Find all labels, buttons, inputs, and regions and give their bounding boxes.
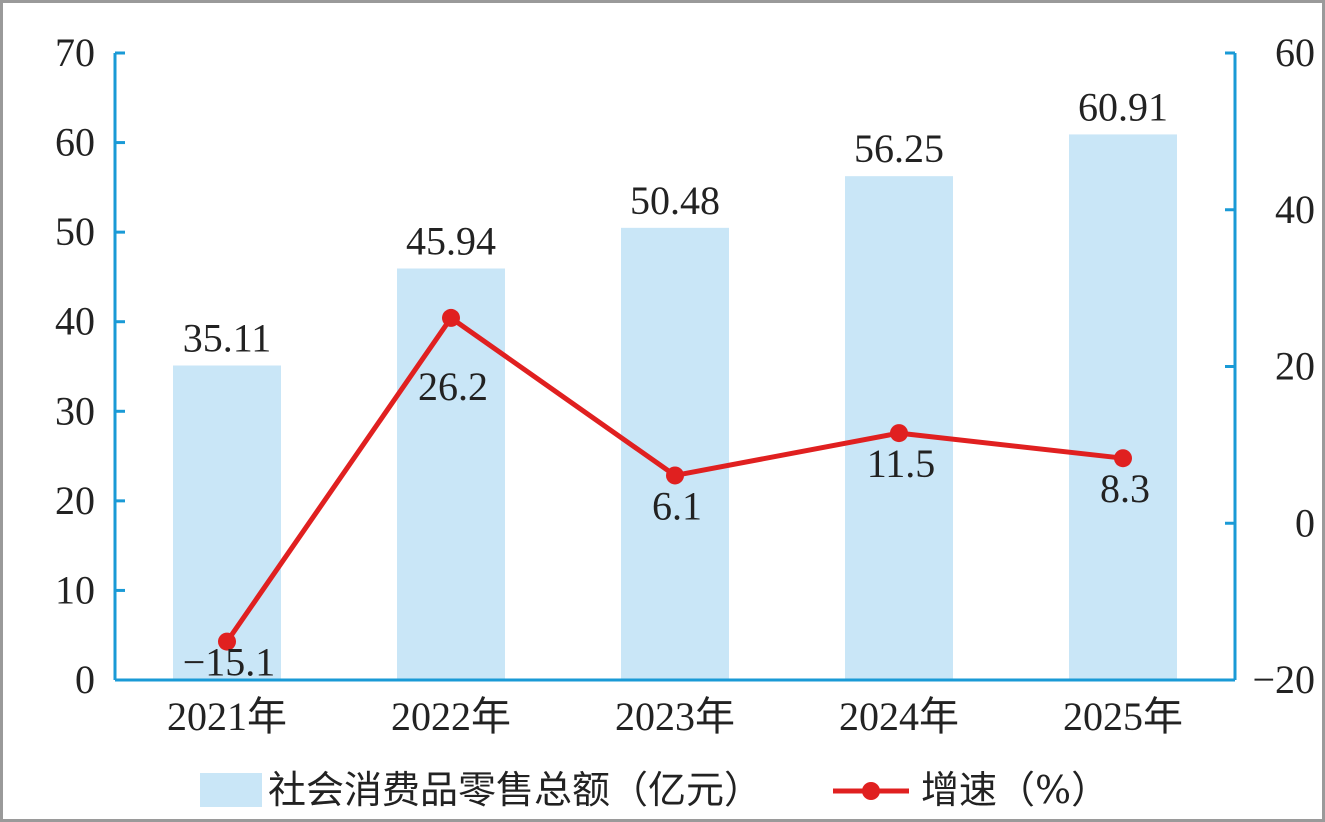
legend-line-label: 增速（%） — [921, 768, 1109, 812]
legend-bar-swatch — [200, 773, 262, 807]
growth-value-label-3: 11.5 — [867, 441, 936, 486]
left-tick-label-5: 50 — [55, 209, 95, 254]
bar-value-label-0: 35.11 — [183, 316, 272, 361]
bar-value-label-3: 56.25 — [854, 126, 944, 171]
left-tick-label-6: 60 — [55, 120, 95, 165]
growth-point-0 — [218, 632, 236, 651]
labels: 35.11 45.94 50.48 56.25 60.91 −15.1 26.2 6.1 11.… — [183, 84, 1168, 684]
bar-value-label-4: 60.91 — [1078, 84, 1168, 129]
right-tick-label-3: 40 — [1275, 187, 1315, 232]
growth-point-1 — [442, 308, 460, 327]
x-category-label-4: 2025年 — [1063, 694, 1183, 739]
bar-2 — [621, 227, 729, 680]
right-tick-label-0: −20 — [1252, 657, 1315, 702]
left-tick-label-4: 40 — [55, 299, 95, 344]
right-tick-label-2: 20 — [1275, 344, 1315, 389]
left-tick-label-0: 0 — [75, 657, 95, 702]
right-tick-label-4: 60 — [1275, 30, 1315, 75]
left-tick-label-3: 30 — [55, 388, 95, 433]
bars — [173, 134, 1177, 681]
growth-line — [218, 308, 1132, 651]
left-tick-label-1: 10 — [55, 567, 95, 612]
legend-line-marker — [862, 782, 880, 800]
growth-point-3 — [890, 424, 908, 443]
left-tick-label-2: 20 — [55, 478, 95, 523]
bar-value-label-1: 45.94 — [406, 219, 496, 264]
combo-chart: 0 10 20 30 40 50 60 70 −20 0 20 40 60 2021年 2022年 2023年… — [55, 30, 1315, 812]
bar-1 — [397, 268, 505, 680]
x-category-label-2: 2023年 — [615, 694, 735, 739]
legend: 社会消费品零售总额（亿元） 增速（%） — [200, 768, 1109, 812]
growth-point-2 — [666, 466, 684, 485]
left-tick-label-7: 70 — [55, 30, 95, 75]
legend-bar-label: 社会消费品零售总额（亿元） — [268, 768, 762, 812]
right-tick-label-1: 0 — [1295, 500, 1315, 545]
axes: 0 10 20 30 40 50 60 70 −20 0 20 40 60 2021年 2022年 2023年… — [55, 30, 1315, 739]
bar-0 — [173, 365, 281, 680]
x-category-label-1: 2022年 — [391, 694, 511, 739]
bar-value-label-2: 50.48 — [630, 178, 720, 223]
growth-value-label-1: 26.2 — [418, 364, 488, 409]
growth-value-label-2: 6.1 — [652, 483, 702, 528]
x-category-label-0: 2021年 — [167, 694, 287, 739]
growth-value-label-0: −15.1 — [183, 640, 276, 685]
growth-value-label-4: 8.3 — [1100, 466, 1150, 511]
growth-point-4 — [1114, 449, 1132, 468]
x-category-label-3: 2024年 — [839, 694, 959, 739]
bar-4 — [1069, 134, 1177, 681]
